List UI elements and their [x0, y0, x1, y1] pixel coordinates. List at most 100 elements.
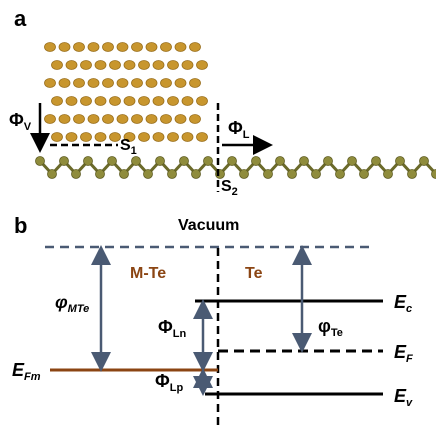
metal-atom: [103, 43, 114, 52]
te-atom: [84, 157, 93, 166]
te-atom: [228, 157, 237, 166]
metal-atom: [139, 133, 150, 142]
metal-atom: [81, 97, 92, 106]
metal-atom: [52, 97, 63, 106]
text: L: [243, 129, 250, 141]
te-atom: [312, 170, 321, 179]
metal-atom: [66, 133, 77, 142]
e-v: Ev: [394, 386, 413, 409]
metal-atom: [175, 43, 186, 52]
metal-atom: [175, 79, 186, 88]
metal-atom: [95, 61, 106, 70]
text: Ln: [173, 328, 187, 340]
atom-layer: [45, 43, 208, 142]
text: c: [406, 303, 412, 315]
te-atom: [144, 170, 153, 179]
metal-atom: [81, 61, 92, 70]
te-atom: [48, 170, 57, 179]
te-atom: [192, 170, 201, 179]
metal-atom: [161, 115, 172, 124]
metal-atom: [132, 43, 143, 52]
te-atom: [372, 157, 381, 166]
text: Φ: [228, 118, 243, 138]
metal-atom: [161, 79, 172, 88]
phi-te: φTe: [318, 316, 343, 339]
te-atom: [132, 157, 141, 166]
te-atom: [348, 157, 357, 166]
figure: a ΦV ΦL S1 S2 b Vacuum M-Te Te φMTe ΦLn …: [0, 0, 436, 425]
panel-label: a: [14, 6, 27, 31]
metal-atom: [139, 61, 150, 70]
text: φ: [318, 316, 331, 336]
metal-atom: [132, 79, 143, 88]
text: 2: [232, 186, 238, 198]
metal-atom: [103, 115, 114, 124]
metal-atom: [117, 43, 128, 52]
metal-atom: [168, 61, 179, 70]
metal-atom: [197, 133, 208, 142]
metal-atom: [45, 79, 56, 88]
metal-atom: [146, 43, 157, 52]
te-atom: [360, 170, 369, 179]
text: Fm: [24, 371, 41, 383]
phi-v: ΦV: [9, 110, 32, 133]
metal-atom: [190, 79, 201, 88]
text: 1: [131, 145, 137, 157]
text: Φ: [9, 110, 24, 130]
s2: S2: [221, 178, 238, 198]
text: S: [221, 178, 232, 195]
metal-atom: [132, 115, 143, 124]
text: Te: [331, 327, 343, 339]
phi-lp: ΦLp: [155, 371, 184, 394]
metal-atom: [153, 97, 164, 106]
te-atom: [384, 170, 393, 179]
te-atom: [60, 157, 69, 166]
te-atom: [276, 157, 285, 166]
text: φ: [55, 292, 68, 312]
phi-l: ΦL: [228, 118, 250, 141]
metal-atom: [197, 97, 208, 106]
text: V: [24, 121, 32, 133]
te-chain: [36, 157, 436, 179]
te-atom: [420, 157, 429, 166]
te-atom: [288, 170, 297, 179]
vacuum-label: Vacuum: [178, 217, 239, 234]
metal-atom: [124, 61, 135, 70]
metal-atom: [168, 133, 179, 142]
metal-atom: [74, 115, 85, 124]
te-atom: [264, 170, 273, 179]
m-te-label: M-Te: [130, 265, 166, 282]
metal-atom: [52, 61, 63, 70]
phi-mte: φMTe: [55, 292, 89, 315]
metal-atom: [146, 115, 157, 124]
metal-atom: [74, 79, 85, 88]
phi-ln: ΦLn: [158, 317, 187, 340]
text: F: [406, 353, 413, 365]
metal-atom: [190, 115, 201, 124]
metal-atom: [45, 115, 56, 124]
metal-atom: [117, 79, 128, 88]
metal-atom: [59, 43, 70, 52]
metal-atom: [153, 133, 164, 142]
e-fm: EFm: [12, 360, 41, 383]
metal-atom: [168, 97, 179, 106]
metal-atom: [103, 79, 114, 88]
text: Φ: [158, 317, 173, 337]
panel-label: b: [14, 213, 27, 238]
metal-atom: [146, 79, 157, 88]
metal-atom: [153, 61, 164, 70]
metal-atom: [59, 79, 70, 88]
metal-atom: [124, 97, 135, 106]
metal-atom: [110, 61, 121, 70]
e-f: EF: [394, 342, 413, 365]
te-atom: [72, 170, 81, 179]
e-c: Ec: [394, 292, 412, 315]
metal-atom: [110, 97, 121, 106]
te-atom: [324, 157, 333, 166]
te-atom: [240, 170, 249, 179]
metal-atom: [88, 115, 99, 124]
metal-atom: [182, 133, 193, 142]
metal-atom: [182, 61, 193, 70]
metal-atom: [66, 61, 77, 70]
te-atom: [180, 157, 189, 166]
